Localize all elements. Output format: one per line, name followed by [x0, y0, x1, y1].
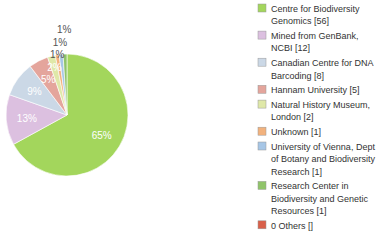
legend: Centre for BiodiversityGenomics [56] Mine…: [258, 4, 376, 231]
legend-swatch: [258, 100, 266, 108]
slice-label: 1%: [57, 24, 72, 35]
legend-swatch: [258, 181, 266, 189]
legend-swatch: [258, 58, 266, 66]
legend-swatch: [258, 4, 266, 12]
slice-label: 2%: [47, 62, 62, 73]
slice-label: 9%: [27, 86, 42, 97]
legend-swatch: [258, 221, 266, 229]
slice-label: 65%: [92, 130, 112, 141]
pie-slice: [63, 54, 67, 115]
legend-label: Centre for BiodiversityGenomics [56]: [271, 4, 360, 26]
legend-swatch: [258, 127, 266, 135]
slice-labels: 65%13%9%5%2%1%1%1%: [17, 24, 112, 141]
slice-label: 1%: [53, 37, 68, 48]
legend-label: 0 Others []: [271, 221, 313, 231]
legend-label: University of Vienna, Deptof Botany and …: [271, 142, 376, 177]
slice-label: 5%: [41, 74, 56, 85]
legend-label: Research Center inBiodiversity and Genet…: [271, 181, 369, 216]
legend-swatch: [258, 85, 266, 93]
chart: 65%13%9%5%2%1%1%1%Centre for Biodiversit…: [0, 0, 380, 240]
legend-swatch: [258, 142, 266, 150]
slice-label: 1%: [50, 49, 65, 60]
slice-label: 13%: [17, 113, 37, 124]
legend-swatch: [258, 31, 266, 39]
legend-label: Natural History Museum,London [2]: [271, 100, 370, 122]
legend-label: Unknown [1]: [271, 127, 321, 137]
legend-label: Mined from GenBank,NCBI [12]: [271, 31, 359, 53]
legend-label: Hannam University [5]: [271, 85, 360, 95]
slices: [6, 54, 128, 176]
legend-label: Canadian Centre for DNABarcoding [8]: [271, 58, 374, 80]
pie-slice: [67, 54, 68, 115]
